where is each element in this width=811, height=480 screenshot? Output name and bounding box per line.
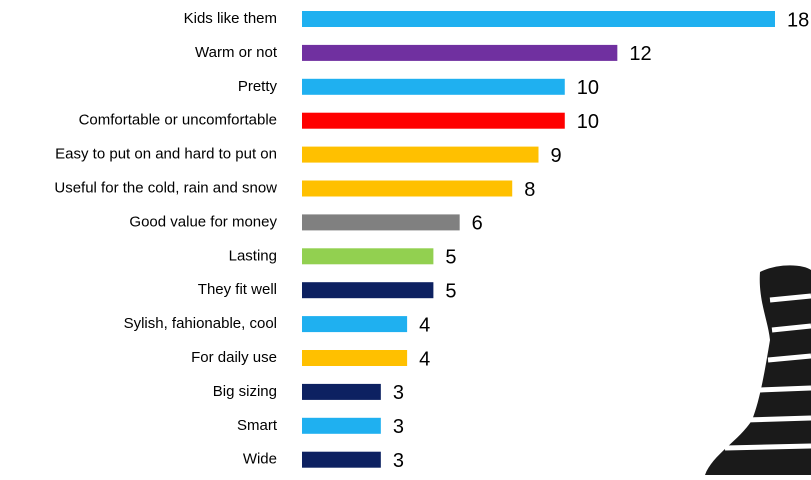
boot-shape	[705, 265, 811, 475]
value-label: 4	[419, 314, 430, 336]
value-label: 3	[393, 382, 404, 404]
value-label: 12	[629, 43, 651, 65]
category-label: Big sizing	[213, 383, 277, 400]
value-label: 3	[393, 450, 404, 472]
value-label: 8	[524, 179, 535, 201]
category-label: Useful for the cold, rain and snow	[54, 179, 277, 196]
category-label: They fit well	[198, 281, 277, 298]
boot-illustration	[705, 265, 811, 475]
bar	[302, 350, 408, 366]
value-label: 5	[445, 280, 456, 302]
value-label: 9	[551, 145, 562, 167]
category-label: Pretty	[238, 78, 278, 95]
bar	[302, 44, 618, 61]
boot-stripes	[724, 293, 811, 451]
category-label: For daily use	[191, 349, 277, 366]
value-label: 3	[393, 416, 404, 438]
bar	[302, 417, 381, 434]
category-label: Smart	[237, 417, 278, 434]
value-label: 4	[419, 348, 430, 370]
bar	[302, 78, 565, 95]
category-label: Warm or not	[195, 44, 278, 61]
category-label: Wide	[243, 451, 277, 468]
bar	[302, 451, 381, 468]
bar	[302, 316, 408, 333]
bar	[302, 180, 513, 197]
value-label: 6	[472, 213, 483, 235]
category-label: Kids like them	[184, 10, 277, 27]
bar	[302, 11, 775, 27]
value-label: 10	[577, 77, 599, 99]
value-label: 18	[787, 9, 809, 31]
value-label: 10	[577, 111, 599, 133]
bar	[302, 383, 381, 400]
bar	[302, 146, 539, 163]
bar	[302, 214, 460, 231]
category-label: Sylish, fahionable, cool	[124, 315, 277, 332]
bar	[302, 282, 434, 299]
bar	[302, 248, 434, 265]
value-label: 5	[445, 247, 456, 269]
bar	[302, 112, 565, 129]
category-label: Comfortable or uncomfortable	[79, 112, 277, 129]
category-label: Good value for money	[129, 213, 277, 230]
category-label: Lasting	[229, 247, 277, 264]
category-label: Easy to put on and hard to put on	[55, 146, 277, 163]
